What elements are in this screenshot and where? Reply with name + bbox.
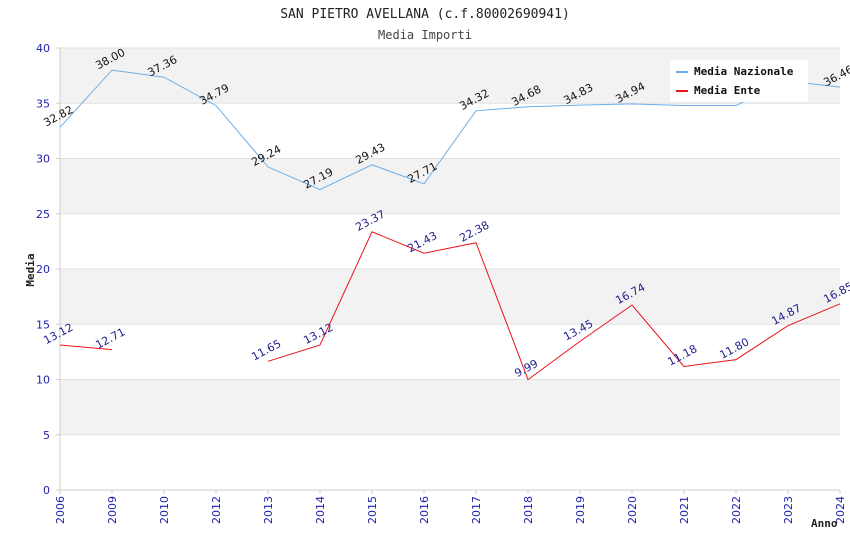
x-tick-label: 2021 [678, 496, 691, 524]
plot-background-bands [60, 48, 840, 490]
x-tick-label: 2013 [262, 496, 275, 524]
x-tick-labels: 2006 2009 2010 2012 2013 2014 2015 2016 2017 2018… [54, 496, 847, 524]
plot-band [60, 158, 840, 214]
plot-band [60, 103, 840, 159]
series-line-media-ente [59, 344, 113, 351]
plot-band [60, 213, 840, 269]
y-tick-label: 20 [36, 263, 50, 276]
plot-band [60, 379, 840, 435]
y-tick-label: 30 [36, 153, 50, 166]
y-tick-label: 0 [43, 484, 50, 497]
y-tick-labels: 0 5 10 15 20 25 30 35 40 [36, 42, 50, 497]
x-tick-label: 2015 [366, 496, 379, 524]
x-tick-label: 2012 [210, 496, 223, 524]
y-tick-label: 15 [36, 318, 50, 331]
plot-band [60, 269, 840, 325]
y-tick-label: 10 [36, 374, 50, 387]
series-line-media-nazionale [59, 69, 841, 191]
y-tick-label: 35 [36, 97, 50, 110]
series-line-media-ente [267, 231, 841, 381]
x-tick-label: 2024 [834, 496, 847, 524]
x-axis-label: Anno [811, 517, 838, 530]
legend-label-ente: Media Ente [694, 84, 761, 97]
y-tick-label: 5 [43, 429, 50, 442]
y-axis-label: Media [24, 253, 37, 286]
x-tick-label: 2016 [418, 496, 431, 524]
plot-band [60, 434, 840, 490]
y-tick-label: 25 [36, 208, 50, 221]
x-tick-label: 2022 [730, 496, 743, 524]
x-tick-label: 2023 [782, 496, 795, 524]
legend: Media Nazionale Media Ente [670, 60, 808, 102]
plot-band [60, 324, 840, 380]
x-tick-label: 2019 [574, 496, 587, 524]
x-tick-label: 2006 [54, 496, 67, 524]
series-lines [59, 69, 841, 381]
legend-label-naz: Media Nazionale [694, 65, 794, 78]
x-tick-label: 2018 [522, 496, 535, 524]
x-tick-label: 2010 [158, 496, 171, 524]
chart-title: SAN PIETRO AVELLANA (c.f.80002690941) [280, 7, 570, 22]
x-tick-label: 2017 [470, 496, 483, 524]
x-tick-label: 2014 [314, 496, 327, 524]
chart-subtitle: Media Importi [378, 28, 472, 42]
legend-box [670, 60, 808, 102]
x-tick-label: 2009 [106, 496, 119, 524]
x-tick-label: 2020 [626, 496, 639, 524]
y-tick-label: 40 [36, 42, 50, 55]
